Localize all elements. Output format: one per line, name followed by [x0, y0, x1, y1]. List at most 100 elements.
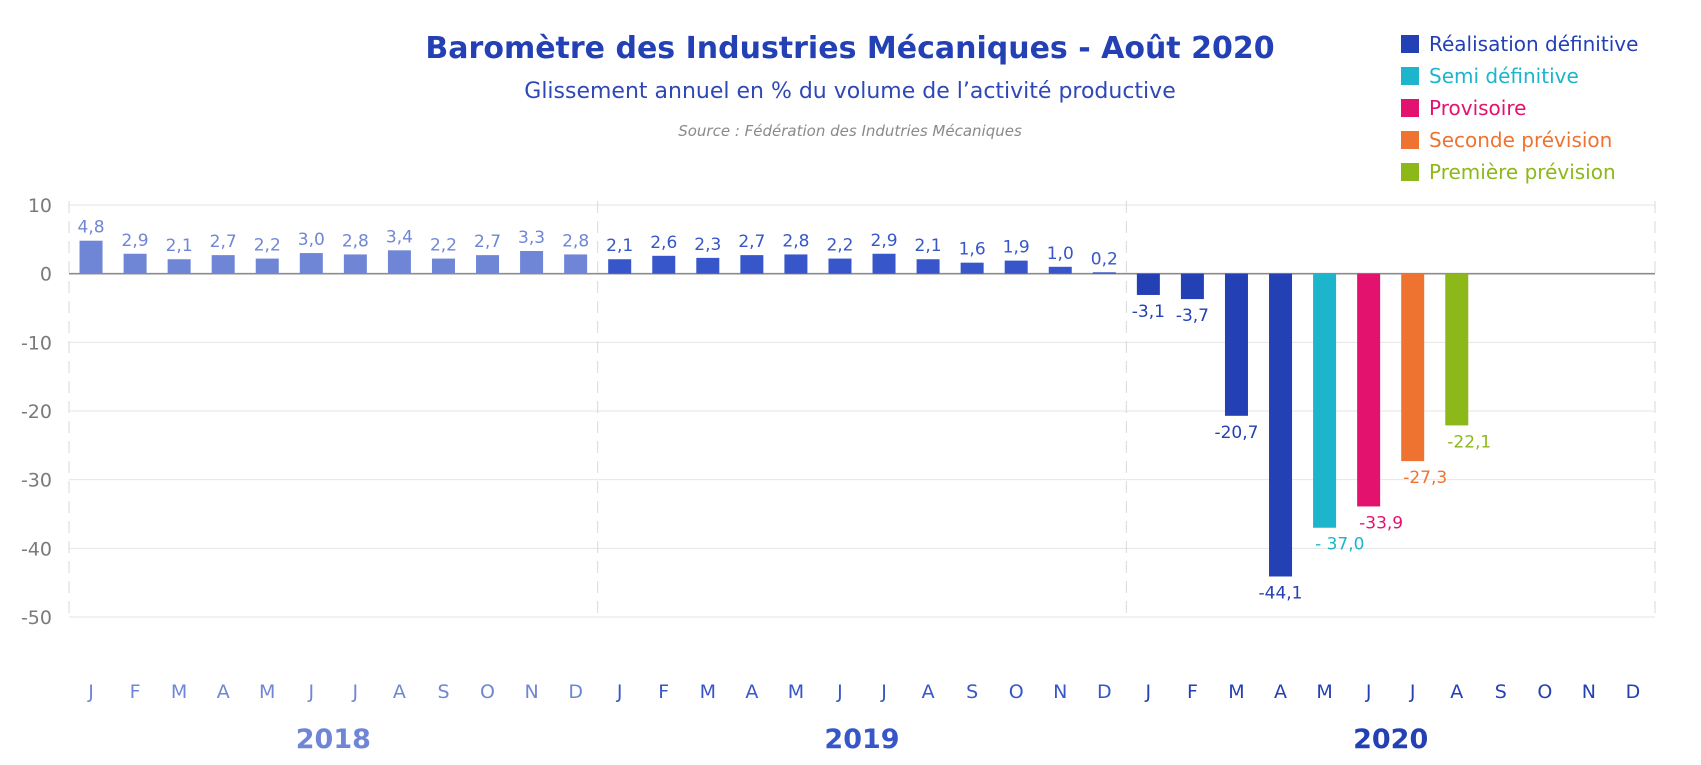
axes: 10 0 -10 -20 -30 -40 -50 J F M A M J J A S O N D J F M A M J J A S O… [21, 195, 1640, 755]
data-label: 2,9 [871, 231, 898, 251]
month-label: A [745, 681, 758, 703]
bar [1136, 273, 1160, 295]
data-label: 2,6 [650, 233, 677, 253]
month-label: J [1365, 681, 1372, 703]
bar [1269, 273, 1293, 577]
legend-label: Première prévision [1429, 160, 1616, 184]
bar [343, 254, 367, 274]
bar [1092, 272, 1116, 274]
y-tick-label: 10 [28, 195, 52, 217]
data-label: 2,2 [826, 236, 853, 256]
bar [1180, 273, 1204, 300]
data-label: 1,9 [1003, 238, 1030, 258]
month-label: M [1316, 681, 1332, 703]
data-label: 2,7 [474, 232, 501, 252]
data-label: -3,7 [1176, 306, 1209, 326]
month-label: N [524, 681, 538, 703]
y-tick-label: -20 [21, 401, 52, 423]
month-label: J [616, 681, 623, 703]
legend-label: Provisoire [1429, 96, 1526, 120]
month-label: M [788, 681, 804, 703]
month-label: N [1582, 681, 1596, 703]
bar [696, 257, 720, 274]
data-label: 3,4 [386, 227, 413, 247]
data-label: 2,2 [430, 236, 457, 256]
data-label: 2,8 [782, 231, 809, 251]
bar [916, 259, 940, 274]
year-label: 2018 [296, 724, 371, 755]
month-label: F [130, 681, 141, 703]
chart-subtitle: Glissement annuel en % du volume de l’ac… [524, 79, 1175, 104]
month-label: A [1274, 681, 1287, 703]
month-label: A [1450, 681, 1463, 703]
data-label: -44,1 [1259, 583, 1303, 603]
bar [960, 262, 984, 274]
data-label: 2,8 [562, 231, 589, 251]
legend: Réalisation définitive Semi définitive Pro… [1401, 32, 1638, 184]
month-label: O [480, 681, 495, 703]
data-label: 2,1 [915, 236, 942, 256]
month-label: M [171, 681, 187, 703]
data-label: - 37,0 [1315, 535, 1364, 555]
year-label: 2019 [824, 724, 899, 755]
chart-title: Baromètre des Industries Mécaniques - Ao… [425, 31, 1274, 66]
bars: 4,8 2,9 2,1 2,7 2,2 3,0 2,8 3,4 2,2 2,7 3,3 2,8 2,1 2… [78, 218, 1492, 604]
data-label: 1,0 [1047, 244, 1074, 264]
legend-swatch [1401, 131, 1419, 149]
month-label: F [1187, 681, 1198, 703]
bar [299, 253, 323, 274]
bar [520, 251, 544, 274]
data-label: 1,6 [959, 240, 986, 260]
chart-source: Source : Fédération des Indutries Mécani… [678, 122, 1022, 140]
month-label: A [922, 681, 935, 703]
month-label: N [1053, 681, 1067, 703]
data-label: 3,0 [298, 230, 325, 250]
data-label: 2,1 [166, 236, 193, 256]
bar [1445, 273, 1469, 426]
month-label: S [437, 681, 449, 703]
month-label: M [700, 681, 716, 703]
data-label: 2,7 [738, 232, 765, 252]
data-label: -22,1 [1447, 432, 1491, 452]
month-label: M [1228, 681, 1244, 703]
data-label: -27,3 [1403, 468, 1447, 488]
legend-label: Semi définitive [1429, 64, 1579, 88]
bar [167, 259, 191, 274]
bar [828, 258, 852, 274]
bar [255, 258, 279, 274]
data-label: -20,7 [1214, 423, 1258, 443]
month-label: J [352, 681, 359, 703]
month-label: D [1626, 681, 1641, 703]
bar [1357, 273, 1381, 507]
data-label: 2,1 [606, 236, 633, 256]
data-label: 3,3 [518, 228, 545, 248]
legend-swatch [1401, 99, 1419, 117]
data-label: 2,2 [254, 236, 281, 256]
month-label: A [217, 681, 230, 703]
grid [68, 201, 1656, 618]
month-label: D [1097, 681, 1112, 703]
bar [564, 254, 588, 274]
bar [387, 250, 411, 274]
month-label: J [87, 681, 94, 703]
month-label: J [836, 681, 843, 703]
data-label: 2,8 [342, 231, 369, 251]
month-label: J [1145, 681, 1152, 703]
bar [1048, 266, 1072, 274]
bar [476, 255, 500, 274]
data-label: -3,1 [1132, 302, 1165, 322]
month-label: A [393, 681, 406, 703]
data-label: 2,9 [122, 231, 149, 251]
month-label: S [966, 681, 978, 703]
data-label: 2,7 [210, 232, 237, 252]
month-label: J [308, 681, 315, 703]
bar [784, 254, 808, 274]
y-tick-label: -50 [21, 607, 52, 629]
legend-label: Réalisation définitive [1429, 32, 1638, 56]
month-label: D [568, 681, 583, 703]
data-label: -33,9 [1359, 513, 1403, 533]
data-label: 0,2 [1091, 249, 1118, 269]
legend-swatch [1401, 35, 1419, 53]
bar [1313, 273, 1337, 528]
